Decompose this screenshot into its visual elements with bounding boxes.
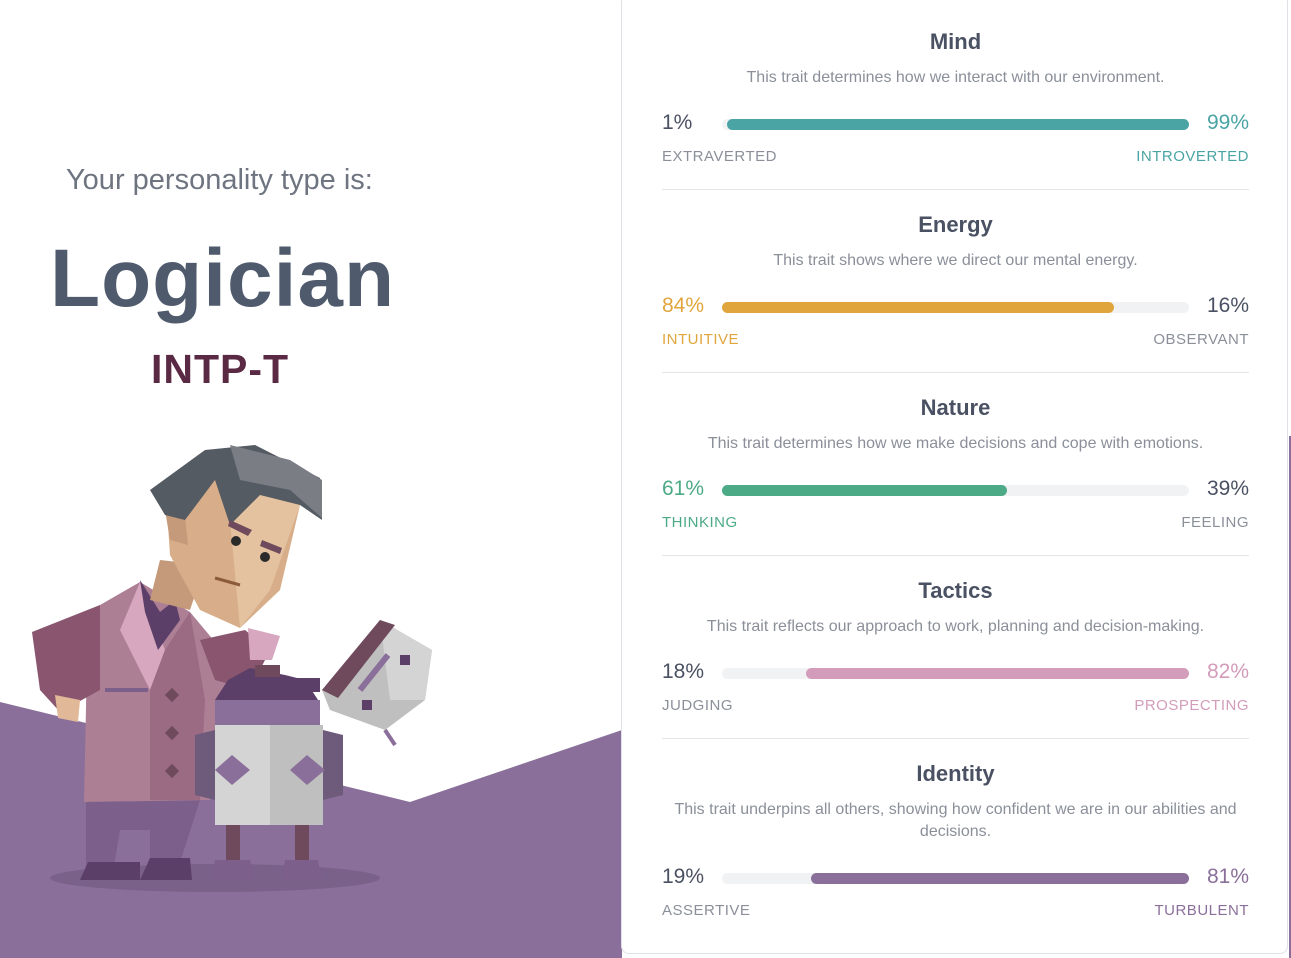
personality-type-name: Logician — [50, 233, 396, 324]
trait-description: This trait reflects our approach to work… — [706, 618, 1205, 635]
left-pole-label: INTUITIVE — [662, 331, 740, 348]
progress-track — [722, 485, 1189, 496]
right-percent: 81% — [1206, 865, 1249, 888]
right-pole-label: INTROVERTED — [1136, 148, 1249, 165]
progress-fill — [726, 119, 1189, 130]
trait-identity: Identity This trait underpins all others… — [662, 761, 1249, 941]
trait-title: Tactics — [918, 578, 993, 603]
progress-track — [722, 668, 1189, 679]
trait-pole-labels: THINKING FEELING — [662, 514, 1249, 534]
trait-description: This trait determines how we interact wi… — [746, 69, 1165, 86]
right-pole-label: TURBULENT — [1154, 902, 1249, 919]
trait-bar-row: 19% 81% — [662, 865, 1249, 893]
progress-track — [722, 873, 1189, 884]
right-percent: 16% — [1206, 294, 1249, 317]
trait-description: This trait underpins all others, showing… — [674, 801, 1237, 840]
background-edge — [1289, 436, 1291, 958]
trait-description: This trait shows where we direct our men… — [773, 252, 1138, 269]
right-pole-label: FEELING — [1181, 514, 1249, 531]
trait-pole-labels: EXTRAVERTED INTROVERTED — [662, 148, 1249, 168]
left-pole-label: EXTRAVERTED — [662, 148, 777, 165]
trait-bar-row: 1% 99% — [662, 111, 1249, 139]
trait-mind: Mind This trait determines how we intera… — [662, 29, 1249, 190]
left-percent: 18% — [662, 660, 705, 683]
right-percent: 82% — [1206, 660, 1249, 683]
progress-fill — [722, 485, 1007, 496]
left-pole-label: THINKING — [662, 514, 738, 531]
traits-card: Mind This trait determines how we intera… — [621, 0, 1288, 954]
trait-pole-labels: JUDGING PROSPECTING — [662, 697, 1249, 717]
trait-title: Identity — [916, 761, 995, 786]
trait-bar-row: 61% 39% — [662, 477, 1249, 505]
trait-description: This trait determines how we make decisi… — [707, 435, 1204, 452]
trait-title: Mind — [929, 29, 982, 54]
trait-bar-row: 84% 16% — [662, 294, 1249, 322]
trait-energy: Energy This trait shows where we direct … — [662, 212, 1249, 373]
personality-type-code: INTP-T — [151, 346, 290, 392]
intro-text: Your personality type is: — [66, 164, 373, 196]
progress-track — [722, 302, 1189, 313]
right-percent: 39% — [1206, 477, 1249, 500]
progress-fill — [722, 302, 1115, 313]
trait-nature: Nature This trait determines how we make… — [662, 395, 1249, 556]
trait-title: Energy — [918, 212, 993, 237]
progress-fill — [806, 668, 1189, 679]
personality-result-panel: Your personality type is: Logician INTP-… — [0, 0, 622, 958]
left-pole-label: JUDGING — [662, 697, 733, 714]
left-percent: 1% — [662, 111, 693, 134]
trait-pole-labels: ASSERTIVE TURBULENT — [662, 902, 1249, 922]
right-percent: 99% — [1206, 111, 1249, 134]
right-pole-label: OBSERVANT — [1153, 331, 1249, 348]
trait-tactics: Tactics This trait reflects our approach… — [662, 578, 1249, 739]
left-percent: 19% — [662, 865, 705, 888]
left-pole-label: ASSERTIVE — [662, 902, 751, 919]
progress-track — [722, 119, 1189, 130]
left-percent: 61% — [662, 477, 705, 500]
trait-title: Nature — [920, 395, 991, 420]
trait-bar-row: 18% 82% — [662, 660, 1249, 688]
progress-fill — [810, 873, 1189, 884]
right-pole-label: PROSPECTING — [1134, 697, 1249, 714]
logician-illustration — [0, 445, 622, 958]
left-percent: 84% — [662, 294, 705, 317]
trait-pole-labels: INTUITIVE OBSERVANT — [662, 331, 1249, 351]
